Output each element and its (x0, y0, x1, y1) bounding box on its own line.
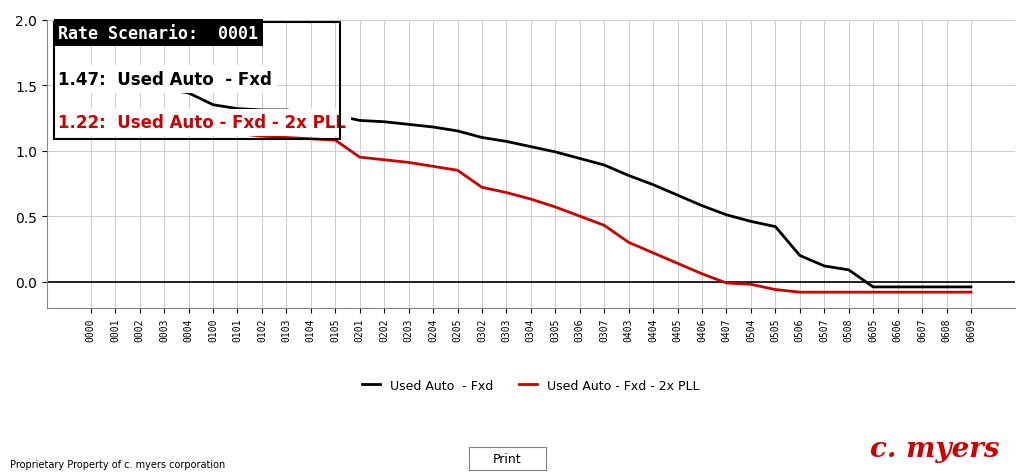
Legend: Used Auto  - Fxd, Used Auto - Fxd - 2x PLL: Used Auto - Fxd, Used Auto - Fxd - 2x PL… (356, 374, 705, 397)
Text: 1.22:  Used Auto - Fxd - 2x PLL: 1.22: Used Auto - Fxd - 2x PLL (59, 114, 346, 132)
Text: Print: Print (493, 452, 521, 466)
Text: Proprietary Property of c. myers corporation: Proprietary Property of c. myers corpora… (10, 459, 226, 469)
Text: Rate Scenario:  0001: Rate Scenario: 0001 (59, 25, 259, 43)
Text: 1.47:  Used Auto  - Fxd: 1.47: Used Auto - Fxd (59, 71, 272, 89)
Text: c. myers: c. myers (869, 435, 999, 462)
